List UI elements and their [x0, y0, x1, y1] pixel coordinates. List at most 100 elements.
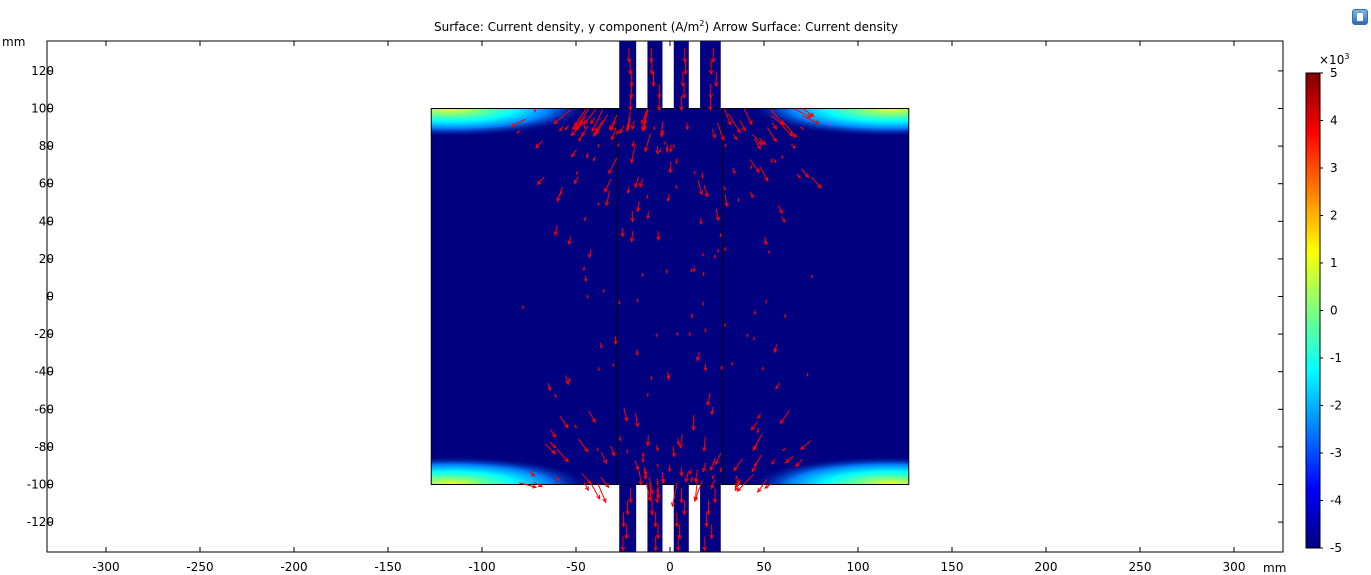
- current-arrow-head: [654, 498, 660, 504]
- current-arrow-head: [649, 70, 655, 76]
- bottom-tab: [700, 484, 721, 552]
- current-arrow-head: [685, 126, 689, 131]
- current-arrow-head: [586, 479, 592, 485]
- current-arrow-head: [599, 345, 603, 349]
- bottom-tab: [647, 484, 663, 552]
- colorbar-tick-label: -3: [1330, 446, 1342, 460]
- current-arrow: [661, 121, 664, 137]
- current-arrow: [606, 191, 610, 206]
- current-arrow: [759, 166, 769, 182]
- current-arrow-head: [724, 202, 729, 208]
- current-arrow-head: [690, 315, 694, 319]
- current-arrow-head: [795, 462, 800, 468]
- current-arrow-head: [666, 197, 671, 203]
- current-arrow-head: [597, 368, 600, 372]
- current-arrow-head: [719, 469, 723, 473]
- x-axis: -300 -250 -200 -150 -100 -50 0 50 100 150 200 250 30…: [92, 41, 1245, 574]
- current-arrow-head: [720, 136, 725, 142]
- current-arrow: [549, 429, 556, 438]
- current-arrow: [595, 120, 604, 132]
- current-arrow-head: [630, 125, 636, 131]
- current-arrow-head: [720, 367, 723, 371]
- current-arrow-head: [713, 256, 716, 259]
- current-arrow-head: [682, 510, 687, 516]
- current-arrow-head: [736, 128, 741, 134]
- y-tick-label: -20: [34, 327, 54, 341]
- current-arrow-head: [734, 482, 739, 488]
- plot-window-icon[interactable]: [1352, 9, 1368, 25]
- current-arrow-head: [556, 477, 561, 482]
- current-arrow-head: [764, 484, 769, 489]
- current-arrow: [703, 436, 706, 452]
- y-tick-label: 100: [31, 102, 54, 116]
- current-arrow-head: [809, 112, 815, 117]
- current-arrow-head: [797, 175, 801, 179]
- current-arrow: [643, 468, 647, 480]
- current-arrow-head: [642, 125, 648, 132]
- current-arrow: [780, 409, 790, 424]
- current-arrow: [575, 108, 590, 129]
- current-arrow-head: [733, 466, 738, 472]
- current-arrow-head: [727, 120, 732, 126]
- current-arrow-head: [690, 478, 694, 483]
- current-arrow: [583, 481, 589, 491]
- current-arrow-head: [572, 125, 577, 131]
- current-arrow: [591, 109, 604, 132]
- current-arrow-head: [656, 106, 662, 112]
- current-arrow-head: [784, 458, 790, 464]
- current-arrow-head: [750, 425, 756, 431]
- current-arrow-head: [734, 136, 738, 141]
- current-arrow-head: [655, 150, 660, 155]
- current-arrow-head: [581, 131, 586, 138]
- current-arrow-head: [585, 155, 589, 159]
- current-arrow: [590, 117, 596, 124]
- current-arrow-head: [665, 147, 669, 151]
- current-arrow-head: [655, 534, 661, 540]
- current-arrow-head: [736, 480, 739, 484]
- current-arrow-head: [564, 423, 569, 429]
- current-arrow-head: [755, 168, 760, 174]
- current-arrow-head: [706, 401, 711, 407]
- current-arrow-head: [709, 466, 714, 472]
- edge-glow: [718, 108, 909, 147]
- current-arrow-head: [592, 158, 596, 162]
- current-arrow: [785, 455, 794, 464]
- current-arrow: [570, 120, 585, 136]
- current-arrow-head: [516, 131, 519, 134]
- current-arrow-head: [625, 510, 630, 516]
- current-arrow-head: [708, 70, 714, 76]
- current-arrow-head: [596, 449, 599, 452]
- current-arrow-head: [804, 173, 810, 179]
- current-arrow-head: [772, 137, 777, 143]
- current-arrow-head: [625, 127, 630, 133]
- current-arrow: [533, 482, 543, 487]
- current-arrow-head: [586, 296, 589, 299]
- current-arrow: [645, 483, 651, 501]
- y-tick-label: -60: [34, 402, 54, 416]
- current-arrow-head: [682, 58, 687, 64]
- current-arrow-head: [761, 140, 767, 146]
- current-arrow-head: [667, 468, 672, 473]
- y-tick-label: 20: [39, 252, 54, 266]
- current-arrow: [610, 446, 615, 456]
- current-arrow-head: [531, 473, 536, 477]
- current-arrow-head: [602, 498, 607, 504]
- current-arrow: [702, 462, 707, 472]
- current-arrow-head: [771, 461, 775, 465]
- current-arrow: [565, 375, 569, 385]
- current-arrow-head: [578, 137, 582, 142]
- current-arrow: [724, 108, 732, 125]
- colorbar-tick-label: 5: [1330, 66, 1338, 80]
- current-arrow-head: [675, 186, 678, 190]
- current-arrow-head: [675, 160, 679, 165]
- current-arrow-head: [779, 419, 785, 425]
- current-arrow-head: [531, 484, 538, 489]
- current-arrow: [707, 392, 711, 406]
- current-arrow-head: [699, 221, 703, 226]
- colorbar-tick-label: 4: [1330, 114, 1338, 128]
- current-arrow-head: [626, 58, 632, 64]
- current-arrow-head: [650, 377, 653, 381]
- current-arrow: [549, 441, 556, 449]
- current-arrow-head: [693, 172, 696, 175]
- current-arrow-head: [757, 415, 761, 420]
